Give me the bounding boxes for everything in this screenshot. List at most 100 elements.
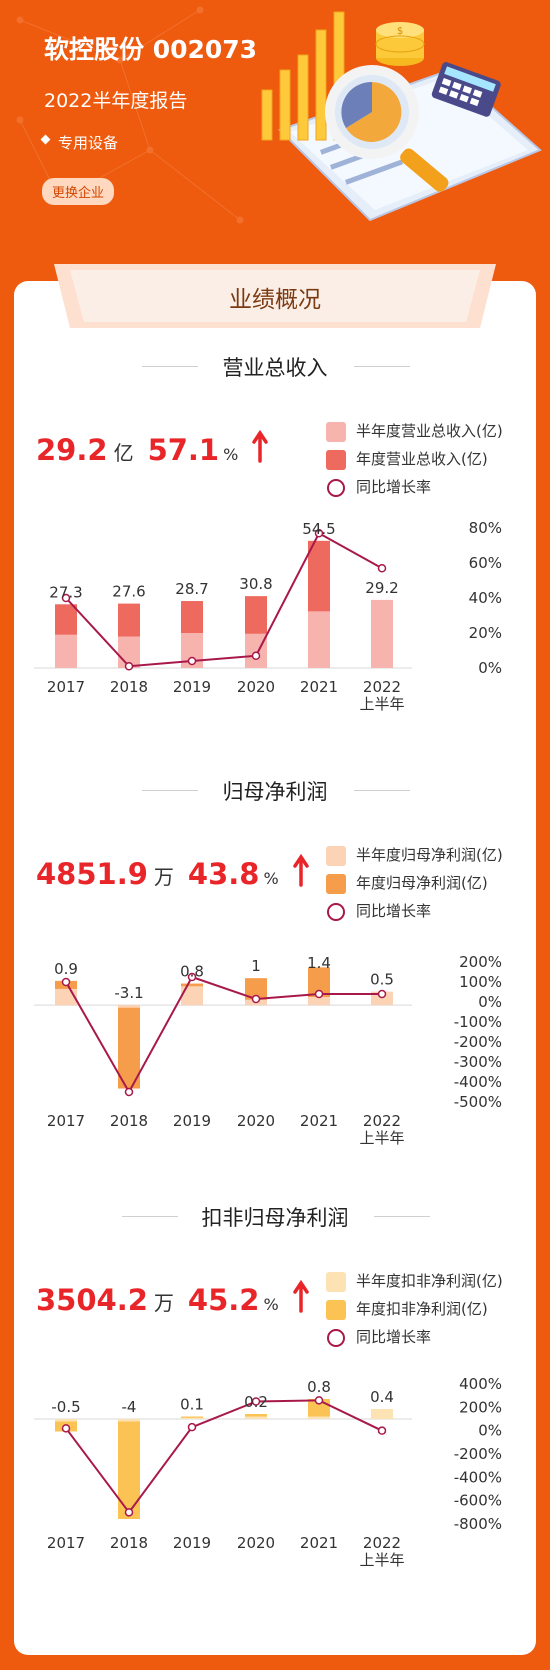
x-tick-label: 2019	[173, 678, 211, 696]
net-profit-value: 4851.9	[36, 857, 148, 891]
up-arrow-icon	[293, 853, 309, 887]
data-label: -3.1	[114, 984, 143, 1002]
x-tick-label: 上半年	[359, 1129, 404, 1147]
data-label: 28.7	[175, 580, 208, 598]
x-tick-label: 2022	[363, 1112, 401, 1130]
y-tick-label: 0%	[478, 659, 502, 677]
x-tick-label: 2021	[300, 1112, 338, 1130]
half-year-bar	[181, 986, 203, 1006]
banner-ribbon	[54, 264, 496, 328]
half-year-bar	[118, 1005, 140, 1008]
x-tick-label: 2018	[110, 1534, 148, 1552]
up-arrow-icon	[252, 429, 269, 463]
growth-rate-point	[251, 651, 261, 660]
data-label: 27.6	[112, 583, 145, 601]
half-year-bar	[308, 997, 330, 1006]
y-tick-label: -500%	[454, 1093, 502, 1111]
y-tick-label: 0%	[478, 1422, 502, 1440]
x-tick-label: 2017	[47, 1112, 85, 1130]
x-tick-label: 2018	[110, 678, 148, 696]
y-tick-label: 200%	[459, 954, 502, 971]
y-tick-label: 60%	[469, 554, 502, 572]
half-year-bar	[55, 634, 77, 668]
x-tick-label: 2019	[173, 1534, 211, 1552]
legend-swatch	[326, 1272, 346, 1292]
y-tick-label: -400%	[454, 1073, 502, 1091]
performance-card	[14, 281, 536, 1655]
annual-bar	[308, 967, 330, 1006]
data-label: 0.8	[307, 1378, 331, 1396]
data-label: 0.9	[54, 960, 78, 978]
report-header: 软控股份 002073 2022半年度报告 专用设备 更换企业 $	[0, 0, 550, 270]
growth-rate-point	[314, 1396, 324, 1405]
legend-line-marker	[327, 903, 345, 921]
revenue-chart: 27.3 27.6 28.7 30.8 54.5 29.2 2017 2018 2019 2020…	[34, 520, 502, 713]
net-profit-chart: 0.9 -3.1 0.8 1 1.4 0.5 2017 2018 2019 2020 2021 202…	[34, 954, 502, 1147]
growth-rate-point	[61, 593, 71, 603]
growth-rate-point	[187, 1422, 197, 1432]
y-tick-label: -200%	[454, 1033, 502, 1051]
section-title: 扣非归母净利润	[201, 1206, 349, 1230]
background-network-pattern	[16, 6, 244, 224]
industry-label: 专用设备	[58, 134, 119, 152]
growth-rate-point	[124, 1508, 134, 1517]
x-tick-label: 2022	[363, 678, 401, 696]
data-label: 1.4	[307, 954, 331, 972]
y-tick-label: 0%	[478, 993, 502, 1011]
company-title: 软控股份 002073	[44, 35, 258, 64]
revenue-value: 29.2	[36, 433, 108, 467]
annual-bar	[118, 1005, 140, 1089]
data-label: 0.5	[370, 971, 394, 989]
legend-swatch	[326, 450, 346, 470]
x-tick-label: 2022	[363, 1534, 401, 1552]
x-tick-label: 2021	[300, 678, 338, 696]
value-unit: 万	[153, 865, 174, 889]
half-year-bar	[371, 1409, 393, 1419]
growth-rate-point	[251, 1397, 261, 1406]
y-tick-label: 40%	[469, 589, 502, 607]
net-profit-growth: 43.8	[187, 857, 260, 891]
headline-stats: 4851.9 万 43.8%	[36, 853, 310, 891]
y-tick-label: -600%	[454, 1492, 502, 1510]
growth-rate-line	[65, 1399, 383, 1515]
y-tick-label: 100%	[459, 973, 502, 991]
half-year-bar	[55, 1419, 77, 1422]
growth-rate-point	[251, 994, 261, 1004]
growth-rate-point	[187, 656, 197, 666]
revenue-growth: 57.1	[147, 433, 220, 467]
growth-rate-point	[61, 1424, 71, 1433]
half-year-bar	[308, 1416, 330, 1419]
deducted-profit-chart: -0.5 -4 0.1 0.2 0.8 0.4 2017 2018 2019 2020 2021 20…	[34, 1376, 502, 1569]
growth-unit: %	[263, 1295, 279, 1314]
finance-illustration: $	[261, 11, 542, 222]
growth-rate-point	[377, 989, 387, 999]
legend-swatch	[326, 846, 346, 866]
data-label: 0.8	[180, 963, 204, 981]
growth-rate-point	[377, 1426, 387, 1435]
section-title: 营业总收入	[222, 356, 328, 380]
switch-company-button[interactable]: 更换企业	[42, 178, 115, 205]
deducted-profit-value: 3504.2	[36, 1283, 148, 1317]
y-tick-label: -100%	[454, 1013, 502, 1031]
growth-rate-line	[65, 975, 382, 1095]
growth-rate-point	[314, 989, 324, 999]
x-tick-label: 上半年	[359, 1551, 404, 1569]
growth-rate-point	[314, 529, 324, 538]
x-tick-label: 上半年	[359, 695, 404, 713]
half-year-bar	[181, 1417, 203, 1419]
half-year-bar	[371, 599, 393, 668]
half-year-bar	[181, 633, 203, 668]
industry-tag: 专用设备	[40, 132, 119, 153]
x-tick-label: 2017	[47, 678, 85, 696]
data-label: 0.4	[370, 1388, 394, 1406]
y-tick-label: 200%	[459, 1398, 502, 1416]
y-tick-label: 400%	[459, 1376, 502, 1393]
x-tick-label: 2019	[173, 1112, 211, 1130]
x-tick-label: 2017	[47, 1534, 85, 1552]
data-label: 54.5	[302, 520, 335, 538]
y-tick-label: 80%	[469, 520, 502, 537]
annual-bar	[118, 1419, 140, 1519]
half-year-bar	[245, 633, 267, 668]
y-tick-label: -300%	[454, 1053, 502, 1071]
legend-line-marker	[327, 1329, 345, 1347]
